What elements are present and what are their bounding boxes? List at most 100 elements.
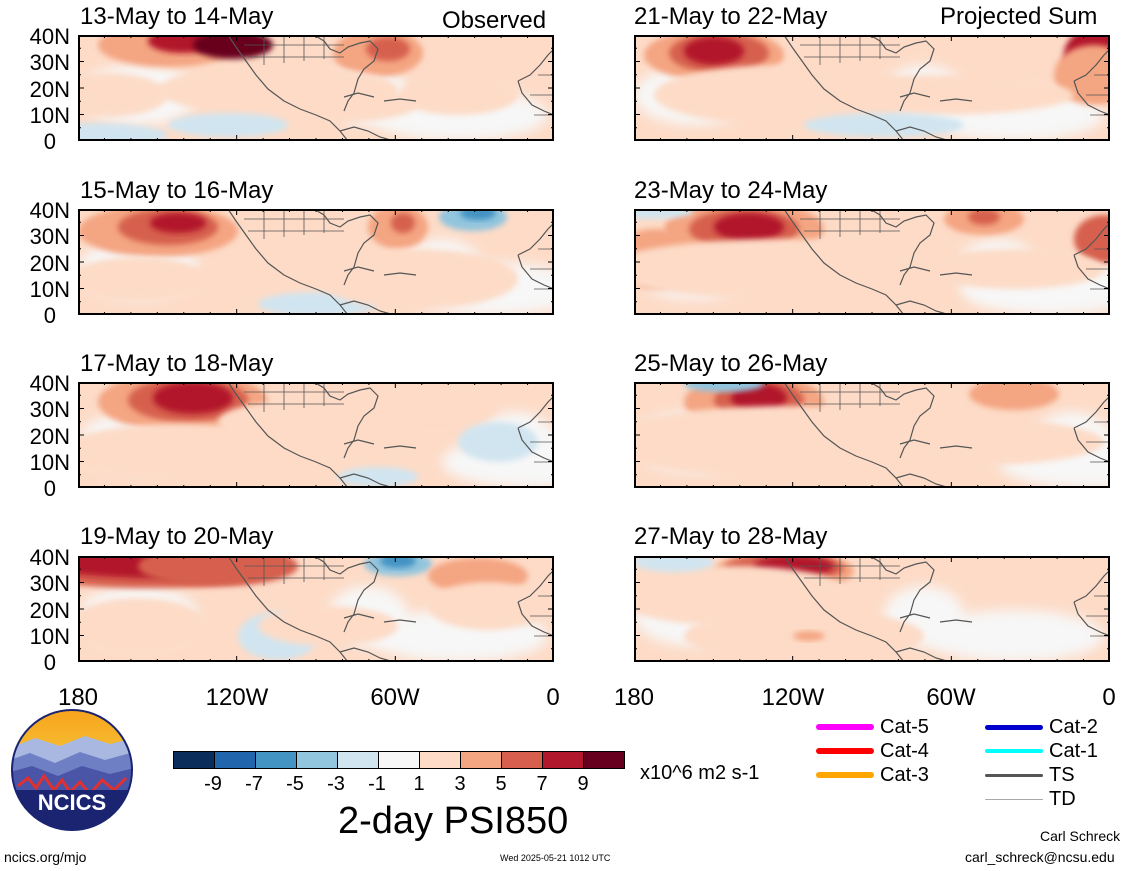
anomaly-region [391, 213, 415, 233]
panel-frame [78, 382, 554, 488]
lat-label: 20N [29, 598, 70, 623]
anomaly-region [804, 113, 964, 137]
legend-swatch [985, 724, 1043, 730]
anomaly-region [378, 384, 498, 428]
main-title: 2-day PSI850 [338, 800, 569, 842]
lon-label: 120W [205, 684, 269, 711]
map-panel [634, 556, 1110, 662]
panel-title: 27-May to 28-May [634, 523, 828, 550]
lon-label: 120W [761, 684, 825, 711]
lon-label: 60W [370, 684, 420, 711]
legend-item: Cat-1 [985, 740, 1098, 762]
colorbar-label: 7 [536, 773, 548, 795]
legend-item: Cat-5 [816, 716, 929, 738]
colorbar-label: 5 [495, 773, 507, 795]
colorbar-label: -9 [204, 773, 222, 795]
anomaly-region [634, 209, 694, 219]
footer-timestamp: Wed 2025-05-21 1012 UTC [500, 853, 611, 863]
coastline [783, 209, 1110, 315]
colorbar-cell [502, 752, 543, 768]
lat-label: 0 [43, 303, 56, 328]
coastline [783, 35, 1110, 141]
lat-label: 30N [29, 571, 70, 596]
legend-swatch [816, 748, 874, 754]
colorbar-cell [338, 752, 379, 768]
panel-title: 23-May to 24-May [634, 177, 828, 204]
panel-title: 21-May to 22-May [634, 3, 828, 30]
anomaly-region [218, 402, 358, 442]
political-boundaries [244, 209, 554, 290]
anomaly-region [78, 123, 168, 141]
legend-label: Cat-4 [880, 739, 929, 762]
lat-label: 10N [29, 277, 70, 302]
lat-label: 0 [43, 476, 56, 501]
anomaly-region [153, 382, 233, 414]
anomaly-region [794, 75, 1074, 115]
panel-title: 19-May to 20-May [80, 523, 274, 550]
anomaly-field [78, 35, 554, 141]
lat-label: 40N [29, 198, 70, 223]
map-panel [78, 556, 554, 662]
political-boundaries [244, 382, 554, 463]
colorbar-label: 3 [454, 773, 466, 795]
legend-item: TS [985, 764, 1075, 786]
lat-label: 10N [29, 624, 70, 649]
map-panel [634, 209, 1110, 315]
panel-frame [634, 382, 1110, 488]
colorbar-label: -3 [327, 773, 345, 795]
legend-label: Cat-1 [1049, 739, 1098, 762]
colorbar-cell [256, 752, 297, 768]
legend-label: TD [1049, 787, 1076, 810]
anomaly-field [78, 382, 554, 488]
anomaly-region [78, 73, 168, 117]
lon-label: 180 [57, 684, 99, 711]
lat-label: 30N [29, 397, 70, 422]
lat-label: 20N [29, 77, 70, 102]
panel-title: 17-May to 18-May [80, 350, 274, 377]
colorbar-cell [174, 752, 215, 768]
coastline [227, 382, 554, 488]
anomaly-region [78, 257, 208, 301]
panel-frame [634, 35, 1110, 141]
anomaly-region [634, 239, 964, 299]
lat-label: 40N [29, 545, 70, 570]
political-boundaries [244, 35, 554, 116]
colorbar-cell [584, 752, 624, 768]
legend-swatch [985, 749, 1043, 753]
anomaly-region [968, 209, 1000, 225]
lon-label: 0 [1102, 684, 1116, 711]
legend-item: Cat-3 [816, 764, 929, 786]
legend-item: Cat-4 [816, 740, 929, 762]
legend-swatch [985, 798, 1043, 800]
lat-label: 40N [29, 371, 70, 396]
anomaly-region [398, 75, 518, 115]
anomaly-field [634, 35, 1110, 141]
lon-label: 0 [546, 684, 560, 711]
anomaly-region [338, 467, 418, 487]
anomaly-field [634, 209, 1110, 315]
anomaly-region [793, 631, 825, 641]
legend-swatch [816, 772, 874, 778]
lat-label: 30N [29, 50, 70, 75]
coastline [227, 209, 554, 315]
legend-label: Cat-5 [880, 715, 929, 738]
colorbar-label: 1 [413, 773, 425, 795]
lat-label: 10N [29, 103, 70, 128]
legend-item: Cat-2 [985, 716, 1098, 738]
footer-author: Carl Schreck [1040, 828, 1121, 844]
lon-label: 180 [613, 684, 655, 711]
anomaly-field [634, 556, 1110, 662]
panel-frame [634, 209, 1110, 315]
logo-text: NCICS [38, 790, 106, 815]
anomaly-region [78, 598, 208, 654]
map-panel [78, 382, 554, 488]
panel-tag-observed: Observed [442, 7, 547, 34]
anomaly-region [684, 382, 764, 392]
political-boundaries [800, 556, 1110, 637]
lat-label: 40N [29, 24, 70, 49]
map-panel [634, 35, 1110, 141]
anomaly-region [969, 382, 1059, 410]
anomaly-region [318, 249, 518, 309]
political-boundaries [244, 556, 554, 637]
political-boundaries [800, 35, 1110, 116]
